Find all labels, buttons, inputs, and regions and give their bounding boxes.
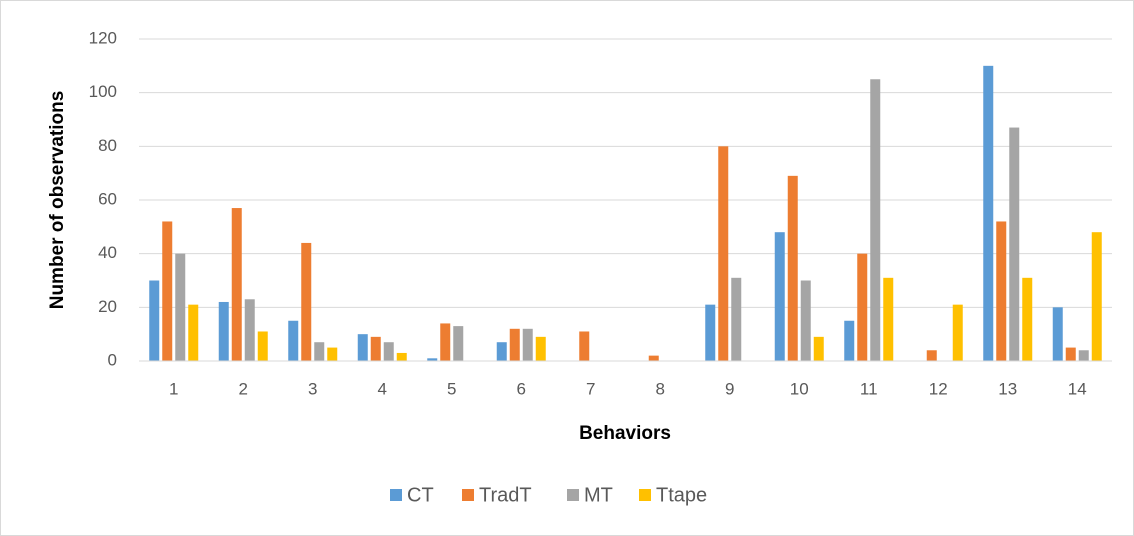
y-tick-label: 20 [98, 297, 117, 316]
x-tick-label: 10 [790, 379, 809, 398]
legend-label: CT [407, 484, 434, 506]
bar [870, 79, 881, 361]
bar [1052, 307, 1063, 361]
bar [883, 277, 894, 361]
bar [314, 342, 325, 361]
bar [705, 304, 716, 361]
legend-swatch [639, 489, 651, 501]
y-tick-label: 0 [108, 350, 117, 369]
x-tick-label: 6 [517, 379, 526, 398]
bar [844, 320, 855, 361]
bar [535, 336, 546, 361]
bar [579, 331, 590, 361]
bar [162, 221, 173, 361]
bar [327, 347, 338, 361]
bar [983, 65, 994, 361]
y-tick-label: 100 [89, 82, 117, 101]
x-tick-label: 7 [586, 379, 595, 398]
bar [813, 336, 824, 361]
y-axis-title: Number of observations [47, 91, 68, 310]
x-tick-label: 2 [239, 379, 248, 398]
bar [231, 208, 242, 361]
x-axis-title: Behaviors [579, 423, 671, 444]
y-tick-label: 120 [89, 28, 117, 47]
bar [175, 253, 186, 361]
x-tick-label: 8 [656, 379, 665, 398]
bar [800, 280, 811, 361]
bar [357, 334, 368, 361]
bar [301, 242, 312, 361]
x-tick-label: 5 [447, 379, 456, 398]
bar [257, 331, 268, 361]
bar [952, 304, 963, 361]
x-tick-label: 9 [725, 379, 734, 398]
bar [1091, 232, 1102, 361]
y-tick-label: 40 [98, 243, 117, 262]
bar [718, 146, 729, 361]
bar [218, 301, 229, 361]
bar [453, 326, 464, 361]
bar [648, 355, 659, 361]
bar [496, 342, 507, 361]
y-tick-label: 60 [98, 189, 117, 208]
bar [926, 350, 937, 361]
x-tick-label: 11 [860, 379, 878, 398]
bar [509, 328, 520, 361]
bar [427, 358, 438, 361]
legend-swatch [462, 489, 474, 501]
bar [774, 232, 785, 361]
x-tick-label: 4 [378, 379, 387, 398]
bar [731, 277, 742, 361]
x-tick-label: 14 [1068, 379, 1087, 398]
bar [996, 221, 1007, 361]
bar [1065, 347, 1076, 361]
bar [787, 175, 798, 361]
bar [149, 280, 160, 361]
bar [522, 328, 533, 361]
x-tick-label: 13 [998, 379, 1017, 398]
bar [396, 352, 407, 361]
y-tick-label: 80 [98, 136, 117, 155]
bar [383, 342, 394, 361]
bar [1022, 277, 1033, 361]
bar [440, 323, 451, 361]
bar [188, 304, 199, 361]
x-tick-label: 1 [169, 379, 178, 398]
bar [370, 336, 381, 361]
legend-label: Ttape [656, 484, 707, 506]
x-tick-label: 12 [929, 379, 948, 398]
legend-label: MT [584, 484, 613, 506]
bar [1078, 350, 1089, 361]
legend-swatch [567, 489, 579, 501]
bar [857, 253, 868, 361]
x-tick-label: 3 [308, 379, 317, 398]
bar [244, 299, 255, 361]
bar [288, 320, 299, 361]
legend-label: TradT [479, 484, 532, 506]
legend-swatch [390, 489, 402, 501]
bar [1009, 127, 1020, 361]
